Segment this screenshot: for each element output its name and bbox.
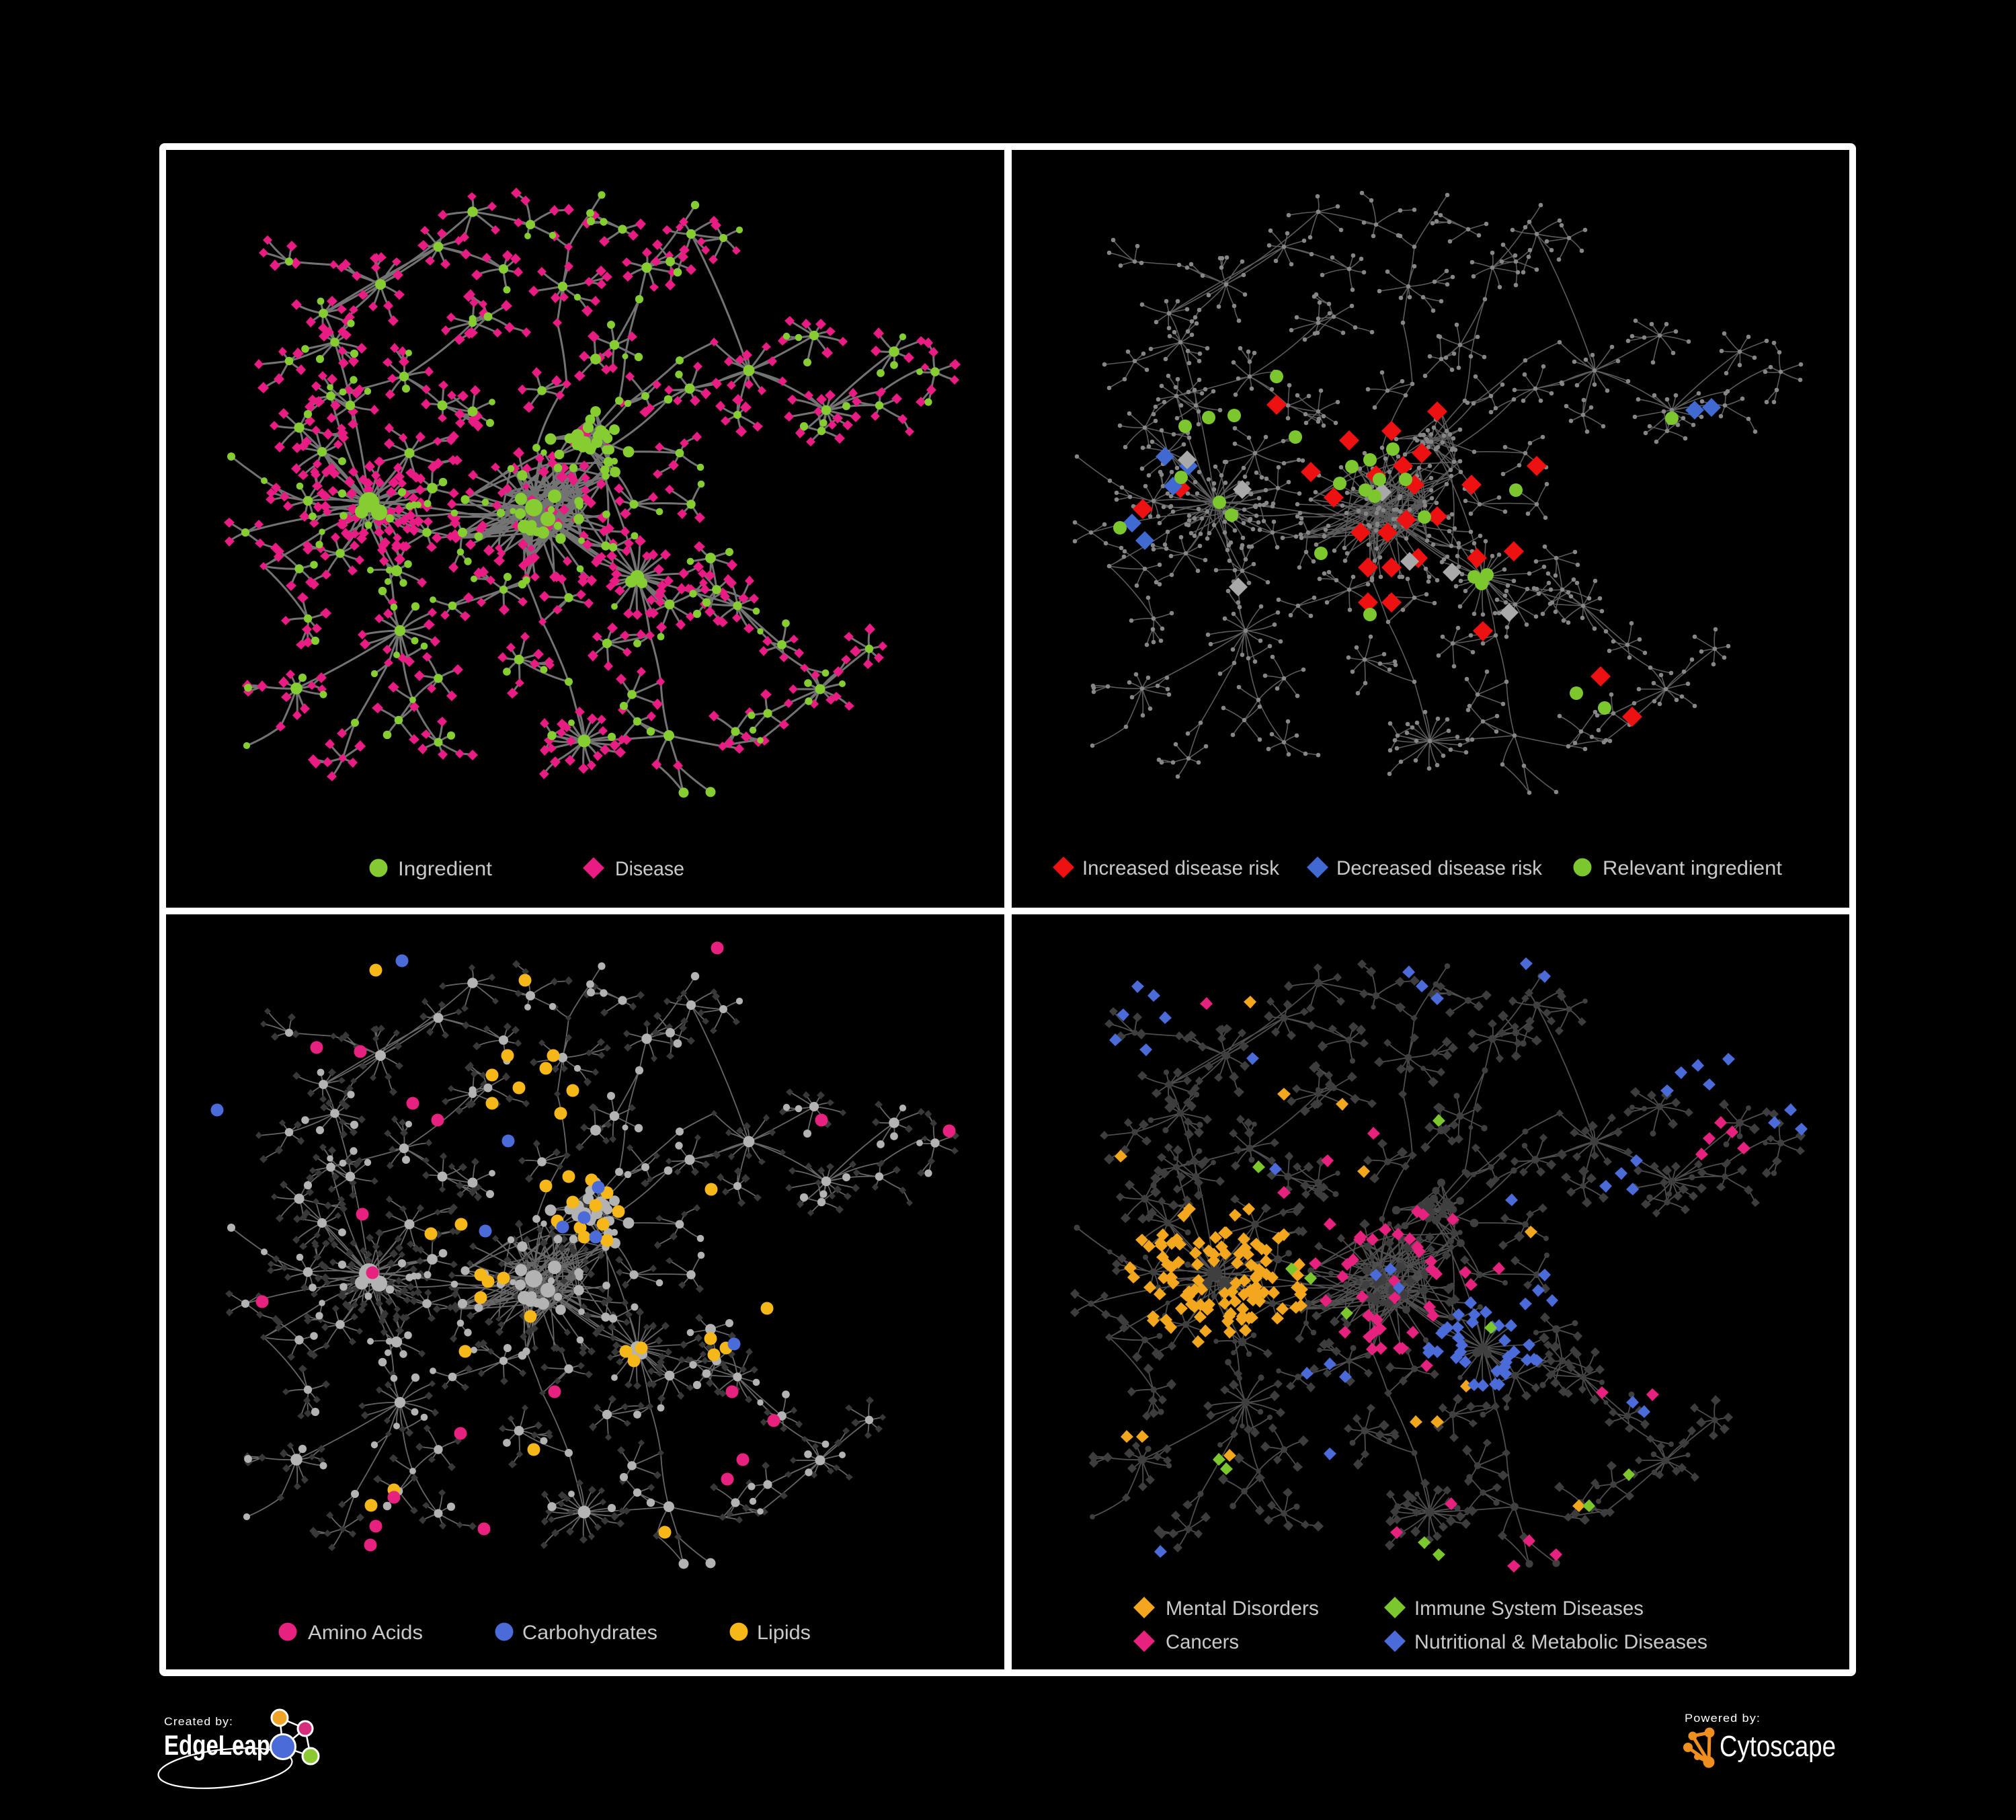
svg-text:Decreased disease risk: Decreased disease risk (1336, 857, 1543, 879)
svg-text:Nutritional & Metabolic Diseas: Nutritional & Metabolic Diseases (1414, 1631, 1707, 1653)
svg-text:Carbohydrates: Carbohydrates (522, 1622, 657, 1644)
svg-text:Amino Acids: Amino Acids (308, 1622, 423, 1644)
svg-text:Ingredient: Ingredient (398, 858, 493, 880)
svg-text:EdgeLeap: EdgeLeap (164, 1729, 270, 1761)
svg-text:Increased disease risk: Increased disease risk (1082, 857, 1280, 879)
svg-text:Disease: Disease (615, 858, 684, 880)
svg-text:Relevant ingredient: Relevant ingredient (1603, 857, 1783, 879)
svg-text:Lipids: Lipids (757, 1622, 811, 1644)
svg-text:Powered by:: Powered by: (1685, 1712, 1761, 1725)
svg-text:Cytoscape: Cytoscape (1720, 1730, 1836, 1763)
svg-text:Immune System Diseases: Immune System Diseases (1414, 1597, 1644, 1620)
svg-text:Mental Disorders: Mental Disorders (1166, 1597, 1319, 1620)
svg-text:Created by:: Created by: (164, 1715, 233, 1728)
svg-text:Cancers: Cancers (1166, 1631, 1239, 1653)
